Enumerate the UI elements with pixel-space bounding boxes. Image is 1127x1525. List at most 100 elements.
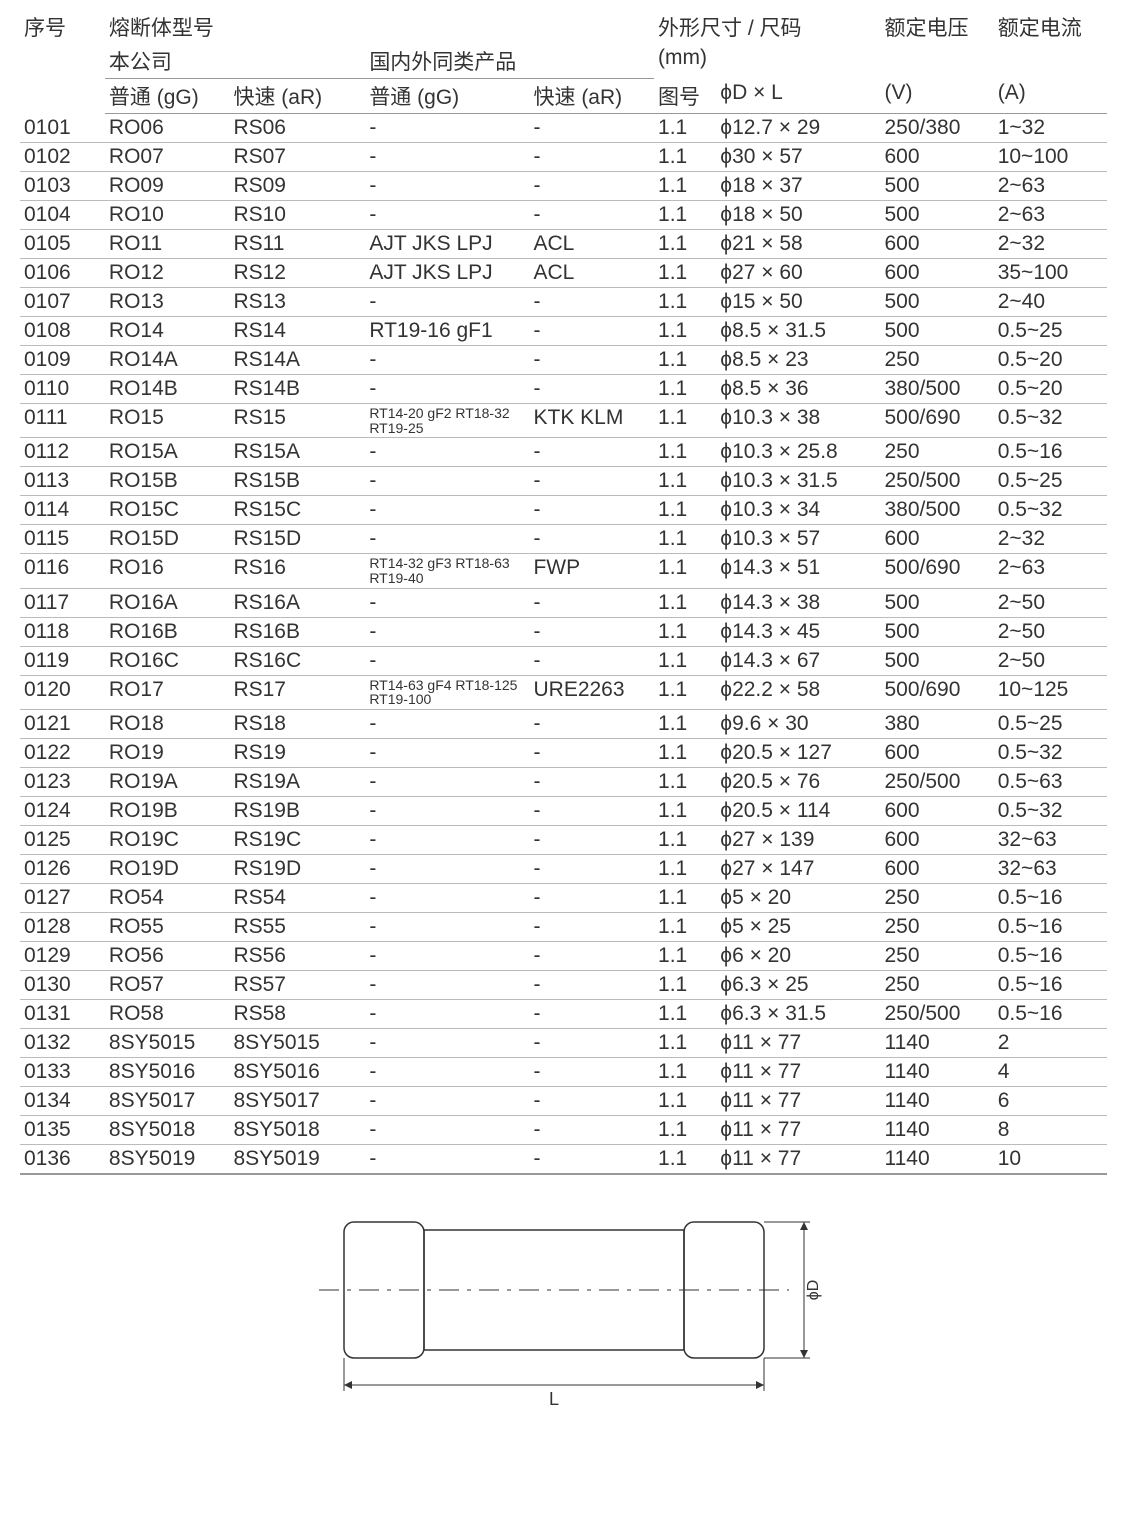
cell-ar2: FWP xyxy=(529,554,654,588)
cell-gg2: - xyxy=(365,797,529,826)
th-model-group: 熔断体型号 xyxy=(105,10,654,44)
cell-gg2: RT14-63 gF4 RT18-125 RT19-100 xyxy=(365,675,529,709)
cell-gg2: - xyxy=(365,346,529,375)
cell-ar1: RS54 xyxy=(229,884,365,913)
cell-gg1: RO19C xyxy=(105,826,230,855)
cell-ar2: - xyxy=(529,588,654,617)
cell-ar2: - xyxy=(529,201,654,230)
cell-dl: 22.2 × 58 xyxy=(716,675,880,709)
cell-a: 2~32 xyxy=(994,525,1107,554)
cell-v: 500/690 xyxy=(880,404,993,438)
cell-ar2: - xyxy=(529,646,654,675)
cell-gg2: AJT JKS LPJ xyxy=(365,230,529,259)
cell-dl: 11 × 77 xyxy=(716,1058,880,1087)
cell-seq: 0131 xyxy=(20,1000,105,1029)
cell-v: 600 xyxy=(880,143,993,172)
table-row: 0103RO09RS09--1.118 × 375002~63 xyxy=(20,172,1107,201)
table-row: 0104RO10RS10--1.118 × 505002~63 xyxy=(20,201,1107,230)
cell-a: 2~63 xyxy=(994,172,1107,201)
cell-a: 0.5~32 xyxy=(994,404,1107,438)
cell-fig: 1.1 xyxy=(654,1116,716,1145)
cell-a: 0.5~25 xyxy=(994,317,1107,346)
cell-ar2: - xyxy=(529,525,654,554)
cell-ar1: RS16A xyxy=(229,588,365,617)
cell-gg2: - xyxy=(365,496,529,525)
cell-ar1: RS12 xyxy=(229,259,365,288)
cell-fig: 1.1 xyxy=(654,259,716,288)
th-gg2: 普通 (gG) xyxy=(365,79,529,114)
cell-seq: 0119 xyxy=(20,646,105,675)
cell-v: 500 xyxy=(880,172,993,201)
cell-a: 0.5~63 xyxy=(994,768,1107,797)
cell-v: 1140 xyxy=(880,1087,993,1116)
cell-ar1: RS15B xyxy=(229,467,365,496)
cell-ar1: 8SY5018 xyxy=(229,1116,365,1145)
cell-dl: 5 × 25 xyxy=(716,913,880,942)
table-row: 0128RO55RS55--1.15 × 252500.5~16 xyxy=(20,913,1107,942)
cell-gg1: RO11 xyxy=(105,230,230,259)
cell-ar2: - xyxy=(529,942,654,971)
cell-gg1: RO58 xyxy=(105,1000,230,1029)
cell-ar1: 8SY5019 xyxy=(229,1145,365,1175)
table-row: 0126RO19DRS19D--1.127 × 14760032~63 xyxy=(20,855,1107,884)
table-row: 0105RO11RS11AJT JKS LPJACL1.121 × 586002… xyxy=(20,230,1107,259)
fuse-diagram: LϕD xyxy=(304,1205,824,1415)
cell-gg1: RO10 xyxy=(105,201,230,230)
cell-fig: 1.1 xyxy=(654,114,716,143)
cell-dl: 6.3 × 31.5 xyxy=(716,1000,880,1029)
cell-gg1: RO17 xyxy=(105,675,230,709)
cell-ar2: - xyxy=(529,346,654,375)
cell-seq: 0108 xyxy=(20,317,105,346)
cell-gg1: 8SY5016 xyxy=(105,1058,230,1087)
cell-ar2: - xyxy=(529,913,654,942)
cell-a: 1~32 xyxy=(994,114,1107,143)
cell-ar2: - xyxy=(529,114,654,143)
cell-gg1: RO09 xyxy=(105,172,230,201)
cell-gg2: RT14-32 gF3 RT18-63 RT19-40 xyxy=(365,554,529,588)
cell-dl: 9.6 × 30 xyxy=(716,710,880,739)
cell-ar1: RS15 xyxy=(229,404,365,438)
cell-dl: 14.3 × 45 xyxy=(716,617,880,646)
cell-ar2: - xyxy=(529,1000,654,1029)
table-row: 0129RO56RS56--1.16 × 202500.5~16 xyxy=(20,942,1107,971)
cell-a: 32~63 xyxy=(994,826,1107,855)
cell-a: 2~40 xyxy=(994,288,1107,317)
cell-seq: 0135 xyxy=(20,1116,105,1145)
cell-a: 0.5~25 xyxy=(994,710,1107,739)
cell-fig: 1.1 xyxy=(654,143,716,172)
cell-dl: 27 × 139 xyxy=(716,826,880,855)
cell-v: 1140 xyxy=(880,1116,993,1145)
cell-a: 2 xyxy=(994,1029,1107,1058)
cell-a: 2~32 xyxy=(994,230,1107,259)
cell-dl: 6.3 × 25 xyxy=(716,971,880,1000)
table-body: 0101RO06RS06--1.112.7 × 29250/3801~32010… xyxy=(20,114,1107,1175)
cell-gg2: - xyxy=(365,768,529,797)
cell-fig: 1.1 xyxy=(654,710,716,739)
cell-gg2: - xyxy=(365,172,529,201)
cell-seq: 0111 xyxy=(20,404,105,438)
cell-a: 0.5~16 xyxy=(994,942,1107,971)
cell-fig: 1.1 xyxy=(654,971,716,1000)
cell-ar2: - xyxy=(529,375,654,404)
cell-fig: 1.1 xyxy=(654,1087,716,1116)
cell-a: 2~50 xyxy=(994,617,1107,646)
cell-fig: 1.1 xyxy=(654,288,716,317)
cell-dl: 8.5 × 31.5 xyxy=(716,317,880,346)
cell-gg1: RO12 xyxy=(105,259,230,288)
th-dxl: D × L xyxy=(716,79,880,114)
cell-gg1: RO54 xyxy=(105,884,230,913)
table-row: 0117RO16ARS16A--1.114.3 × 385002~50 xyxy=(20,588,1107,617)
cell-gg1: RO15C xyxy=(105,496,230,525)
cell-v: 500 xyxy=(880,317,993,346)
cell-ar2: ACL xyxy=(529,230,654,259)
cell-gg2: RT14-20 gF2 RT18-32 RT19-25 xyxy=(365,404,529,438)
cell-dl: 30 × 57 xyxy=(716,143,880,172)
cell-v: 600 xyxy=(880,259,993,288)
cell-ar1: RS58 xyxy=(229,1000,365,1029)
cell-v: 250/500 xyxy=(880,768,993,797)
cell-ar1: RS13 xyxy=(229,288,365,317)
cell-fig: 1.1 xyxy=(654,588,716,617)
cell-gg2: - xyxy=(365,646,529,675)
cell-seq: 0121 xyxy=(20,710,105,739)
cell-seq: 0103 xyxy=(20,172,105,201)
